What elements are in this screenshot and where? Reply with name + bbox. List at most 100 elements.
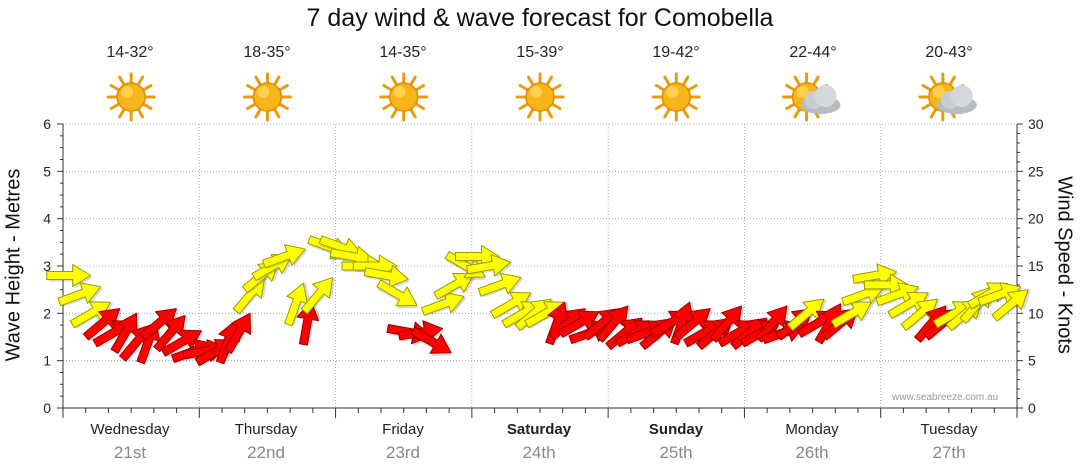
sun-highlight <box>530 86 542 98</box>
day-name: Wednesday <box>90 421 170 438</box>
sun-ray <box>793 75 802 87</box>
wind-arrow-shape <box>466 253 512 277</box>
temp-range: 14-32° <box>106 44 154 61</box>
sun-ray <box>921 102 933 110</box>
sun-ray <box>272 75 281 87</box>
sun-ray <box>686 102 698 110</box>
sun-icon <box>106 72 156 122</box>
left-tick-label: 6 <box>43 116 51 132</box>
wind-arrow <box>433 272 477 301</box>
wind-arrow <box>139 308 180 341</box>
day-name: Sunday <box>648 421 704 438</box>
weather-icon-layer <box>106 72 977 122</box>
sun-ray <box>663 75 671 87</box>
wind-arrow-shape <box>596 305 629 343</box>
wind-arrow <box>376 279 418 309</box>
sun-ray <box>654 84 666 92</box>
day-date: 23rd <box>385 443 421 462</box>
sun-ray <box>686 84 698 92</box>
right-axis-label: Wind Speed - Knots <box>1053 176 1076 354</box>
wind-arrow <box>82 308 123 341</box>
sun-ray <box>141 102 153 110</box>
day-date: 27th <box>932 443 966 462</box>
sun-ray <box>785 84 796 92</box>
sun-ray <box>382 84 394 92</box>
cloud-part <box>950 85 973 107</box>
wind-arrow <box>300 277 336 315</box>
wind-arrow-shape <box>376 279 418 307</box>
left-tick-label: 4 <box>43 211 51 227</box>
left-tick-label: 1 <box>43 353 51 369</box>
cloud-icon <box>936 85 977 114</box>
day-date: 21st <box>113 443 147 462</box>
sun-ray <box>654 102 666 110</box>
wind-arrow-shape <box>673 308 711 341</box>
sun-ray <box>254 107 262 119</box>
wind-arrow <box>57 282 104 307</box>
wind-arrow-shape <box>296 300 320 346</box>
sun-ray <box>793 107 802 119</box>
wind-arrow-shape <box>363 264 409 288</box>
sun-ray <box>246 102 257 110</box>
right-tick-label: 15 <box>1028 258 1044 274</box>
wind-arrow <box>466 253 513 278</box>
left-axis-label: Wave Height - Metres <box>2 168 25 362</box>
wind-arrow-layer <box>46 235 1031 367</box>
sun-ray <box>390 75 399 87</box>
sun-ray <box>929 75 938 87</box>
left-tick-label: 0 <box>43 400 51 416</box>
wind-arrow <box>410 326 452 356</box>
sun-ray <box>278 102 289 110</box>
sun-ray <box>414 102 426 110</box>
wind-arrow <box>991 289 1031 322</box>
sun-highlight <box>796 86 809 98</box>
source-watermark: www.seabreeze.com.au <box>892 392 999 403</box>
day-date: 24th <box>522 443 556 462</box>
sun-ray <box>545 107 553 119</box>
wind-arrow-shape <box>991 289 1029 322</box>
sun-highlight <box>393 86 406 98</box>
sun-ray <box>929 107 938 119</box>
grid-layer <box>63 123 1017 408</box>
day-name: Tuesday <box>920 421 978 438</box>
wind-arrow-shape <box>110 312 138 354</box>
wind-arrow <box>420 291 467 317</box>
sun-highlight <box>666 86 679 98</box>
right-tick-label: 20 <box>1028 211 1044 227</box>
right-tick-label: 0 <box>1028 400 1036 416</box>
sun-icon <box>379 72 429 122</box>
sun-ray <box>118 107 126 119</box>
sun-ray <box>141 84 153 92</box>
sun-ray <box>136 107 145 119</box>
temp-range: 14-35° <box>379 44 427 61</box>
wind-arrow <box>224 312 254 354</box>
right-tick-label: 30 <box>1028 116 1044 132</box>
sun-ray <box>527 75 535 87</box>
wind-arrow <box>596 305 631 343</box>
sun-highlight <box>121 86 134 98</box>
sun-ray <box>681 75 690 87</box>
wind-arrow-shape <box>410 326 452 354</box>
sun-icon <box>651 72 701 122</box>
sun-ray <box>109 84 121 92</box>
sun-disc <box>388 82 419 112</box>
sun-ray <box>550 84 562 92</box>
wind-arrow-shape <box>57 282 102 307</box>
wind-arrow <box>110 312 140 354</box>
sun-ray <box>681 107 690 119</box>
wind-arrow-shape <box>420 291 465 316</box>
sun-ray <box>550 102 562 110</box>
sun-disc <box>525 82 555 112</box>
sun-ray <box>409 107 417 119</box>
right-tick-label: 10 <box>1028 305 1044 321</box>
temp-range: 18-35° <box>243 44 291 61</box>
sun-ray <box>921 84 933 92</box>
wind-arrow <box>261 244 308 269</box>
cloud-icon <box>800 85 841 114</box>
sun-ray <box>663 107 671 119</box>
sun-ray <box>518 102 530 110</box>
day-name: Saturday <box>506 421 572 438</box>
day-name: Friday <box>382 421 424 438</box>
